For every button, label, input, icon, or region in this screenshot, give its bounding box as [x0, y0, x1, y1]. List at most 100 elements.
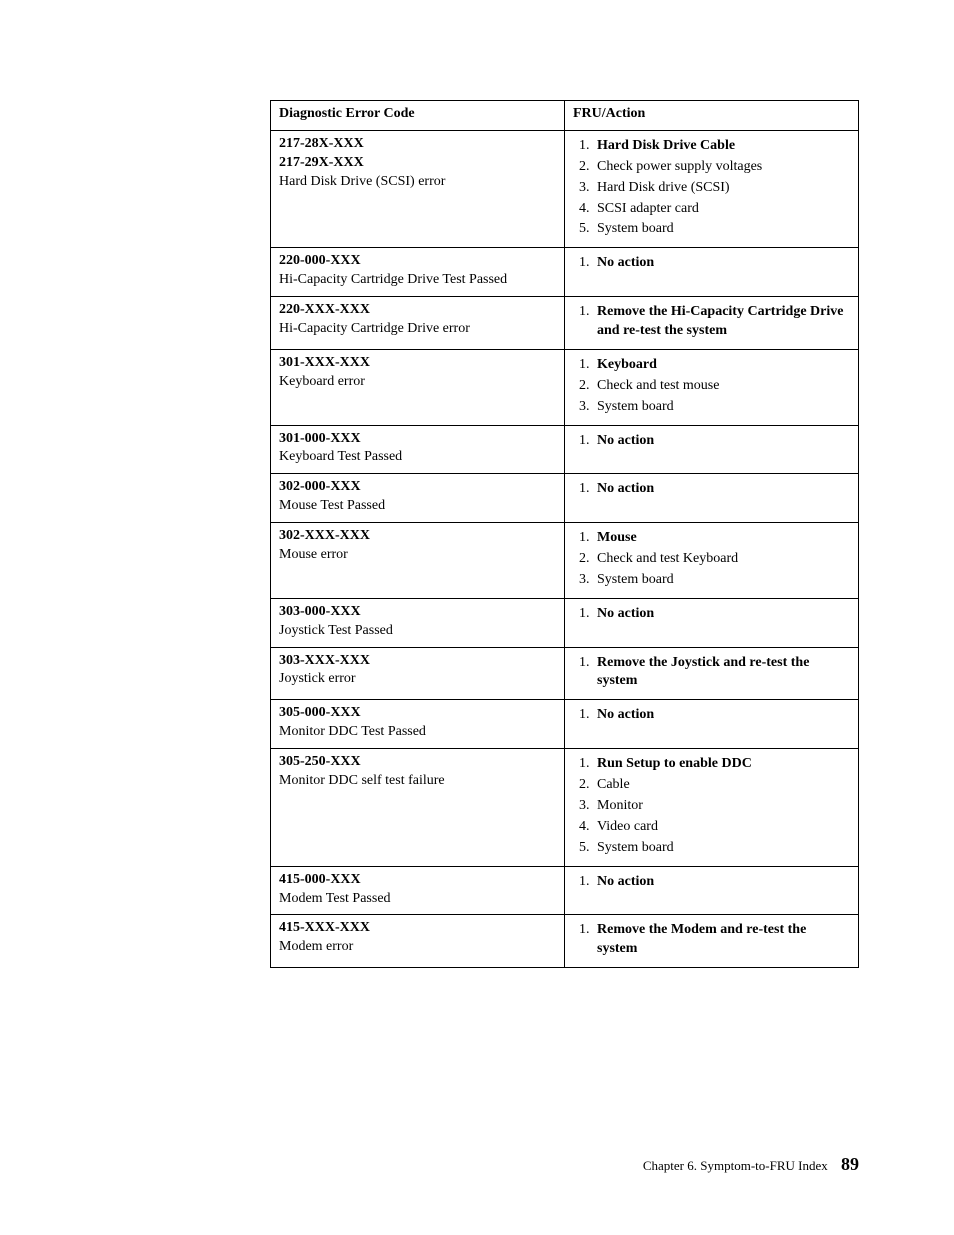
code-cell: 217-28X-XXX217-29X-XXXHard Disk Drive (S… [271, 130, 565, 247]
error-code: 302-000-XXX [279, 478, 556, 497]
action-item: System board [593, 571, 850, 590]
action-list: Mouse Check and test Keyboard System board [573, 529, 850, 590]
table-row: 305-250-XXXMonitor DDC self test failure… [271, 749, 859, 866]
error-code: 415-000-XXX [279, 871, 556, 890]
action-item: Remove the Joystick and re-test the syst… [593, 654, 850, 692]
action-item: Hard Disk Drive Cable [593, 137, 850, 156]
action-list: Hard Disk Drive Cable Check power supply … [573, 137, 850, 239]
action-list: No action [573, 873, 850, 892]
error-description: Mouse error [279, 547, 348, 562]
action-text: Check and test mouse [597, 378, 719, 393]
action-item: No action [593, 706, 850, 725]
action-item: Check power supply voltages [593, 158, 850, 177]
action-cell: No action [565, 866, 859, 915]
code-cell: 302-XXX-XXXMouse error [271, 523, 565, 599]
error-code: 415-XXX-XXX [279, 919, 556, 938]
table-row: 303-000-XXXJoystick Test PassedNo action [271, 598, 859, 647]
code-cell: 301-000-XXXKeyboard Test Passed [271, 425, 565, 474]
diagnostic-error-table: Diagnostic Error Code FRU/Action 217-28X… [270, 100, 859, 968]
action-text: Mouse [597, 530, 637, 545]
action-text: No action [597, 874, 654, 889]
error-description: Keyboard error [279, 374, 365, 389]
code-cell: 303-XXX-XXXJoystick error [271, 647, 565, 700]
action-item: System board [593, 220, 850, 239]
code-cell: 415-XXX-XXXModem error [271, 915, 565, 968]
action-list: Keyboard Check and test mouse System board [573, 356, 850, 417]
action-text: Remove the Modem and re-test the system [597, 922, 806, 956]
action-text: Remove the Joystick and re-test the syst… [597, 655, 809, 689]
table-row: 302-000-XXXMouse Test Passed No action [271, 474, 859, 523]
code-cell: 302-000-XXXMouse Test Passed [271, 474, 565, 523]
error-description: Hi-Capacity Cartridge Drive Test Passed [279, 272, 507, 287]
error-description: Mouse Test Passed [279, 498, 385, 513]
action-text: Remove the Hi-Capacity Cartridge Drive a… [597, 304, 843, 338]
action-text: Check power supply voltages [597, 159, 762, 174]
action-cell: No action [565, 474, 859, 523]
action-item: Run Setup to enable DDC [593, 755, 850, 774]
action-cell: Keyboard Check and test mouse System board [565, 349, 859, 425]
header-action: FRU/Action [565, 101, 859, 131]
action-text: No action [597, 433, 654, 448]
action-item: Hard Disk drive (SCSI) [593, 179, 850, 198]
error-description: Joystick Test Passed [279, 623, 393, 638]
action-cell: Remove the Hi-Capacity Cartridge Drive a… [565, 297, 859, 350]
action-text: No action [597, 606, 654, 621]
action-item: No action [593, 605, 850, 624]
error-description: Hard Disk Drive (SCSI) error [279, 174, 445, 189]
error-code: 220-XXX-XXX [279, 301, 556, 320]
action-cell: No action [565, 598, 859, 647]
action-text: Video card [597, 819, 658, 834]
action-text: Hard Disk Drive Cable [597, 138, 735, 153]
action-text: No action [597, 481, 654, 496]
action-list: Remove the Modem and re-test the system [573, 921, 850, 959]
action-item: SCSI adapter card [593, 200, 850, 219]
header-code: Diagnostic Error Code [271, 101, 565, 131]
action-cell: Remove the Modem and re-test the system [565, 915, 859, 968]
error-description: Monitor DDC self test failure [279, 773, 445, 788]
action-list: Run Setup to enable DDC Cable Monitor Video… [573, 755, 850, 857]
action-item: Remove the Modem and re-test the system [593, 921, 850, 959]
error-code: 301-XXX-XXX [279, 354, 556, 373]
error-code: 217-29X-XXX [279, 154, 556, 173]
action-item: Video card [593, 818, 850, 837]
action-cell: No action [565, 248, 859, 297]
action-text: Hard Disk drive (SCSI) [597, 180, 730, 195]
table-row: 415-XXX-XXXModem error Remove the Modem a… [271, 915, 859, 968]
action-text: Cable [597, 777, 630, 792]
error-code: 305-000-XXX [279, 704, 556, 723]
action-text: Check and test Keyboard [597, 551, 738, 566]
action-item: System board [593, 839, 850, 858]
action-cell: No action [565, 425, 859, 474]
action-item: No action [593, 873, 850, 892]
error-description: Modem error [279, 939, 353, 954]
action-text: System board [597, 572, 674, 587]
action-text: System board [597, 221, 674, 236]
footer-page-number: 89 [831, 1154, 859, 1174]
action-list: No action [573, 605, 850, 624]
action-text: Monitor [597, 798, 643, 813]
table-row: 301-XXX-XXXKeyboard error Keyboard Check a… [271, 349, 859, 425]
table-row: 220-XXX-XXXHi-Capacity Cartridge Drive e… [271, 297, 859, 350]
action-text: Run Setup to enable DDC [597, 756, 752, 771]
action-item: Remove the Hi-Capacity Cartridge Drive a… [593, 303, 850, 341]
error-description: Keyboard Test Passed [279, 449, 402, 464]
action-item: Cable [593, 776, 850, 795]
error-code: 217-28X-XXX [279, 135, 556, 154]
table-row: 220-000-XXXHi-Capacity Cartridge Drive T… [271, 248, 859, 297]
table-row: 301-000-XXXKeyboard Test Passed No action [271, 425, 859, 474]
action-text: System board [597, 399, 674, 414]
action-item: No action [593, 480, 850, 499]
error-code: 220-000-XXX [279, 252, 556, 271]
action-text: SCSI adapter card [597, 201, 699, 216]
error-code: 301-000-XXX [279, 430, 556, 449]
error-code: 302-XXX-XXX [279, 527, 556, 546]
table-row: 302-XXX-XXXMouse error Mouse Check and tes… [271, 523, 859, 599]
action-item: Check and test Keyboard [593, 550, 850, 569]
action-item: Check and test mouse [593, 377, 850, 396]
table-row: 305-000-XXXMonitor DDC Test PassedNo act… [271, 700, 859, 749]
action-text: Keyboard [597, 357, 657, 372]
code-cell: 301-XXX-XXXKeyboard error [271, 349, 565, 425]
action-cell: No action [565, 700, 859, 749]
table-row: 217-28X-XXX217-29X-XXXHard Disk Drive (S… [271, 130, 859, 247]
code-cell: 305-250-XXXMonitor DDC self test failure [271, 749, 565, 866]
